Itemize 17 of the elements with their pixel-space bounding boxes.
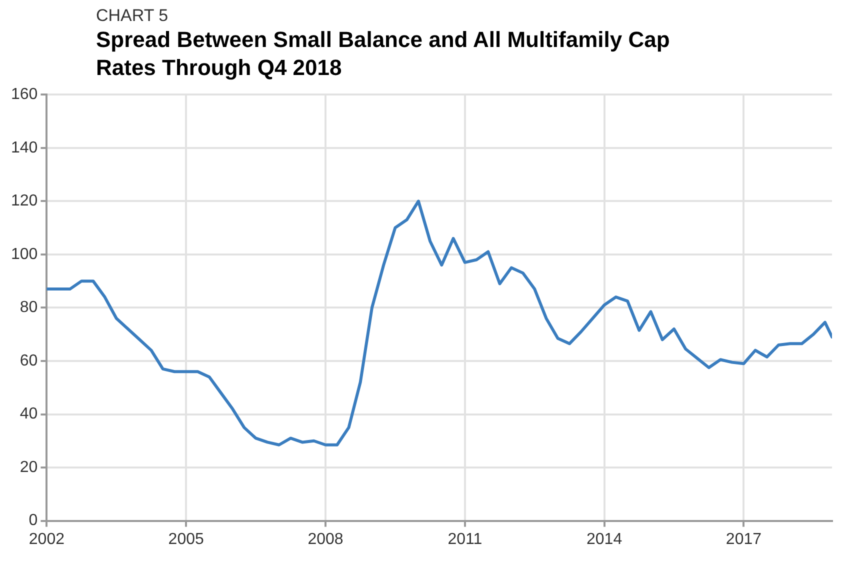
y-tick-label: 100 (10, 246, 38, 263)
x-tick-label: 2008 (308, 530, 344, 548)
y-tick-label: 120 (10, 192, 38, 210)
y-tick-label: 20 (20, 458, 38, 476)
y-tick-label: 0 (28, 512, 38, 530)
y-tick-label: 60 (20, 352, 38, 370)
x-tick-label: 2014 (586, 530, 622, 548)
x-tick-label: 2002 (28, 530, 65, 548)
y-tick-label: 40 (20, 406, 38, 423)
y-tick-label: 160 (10, 86, 38, 104)
y-tick-label: 140 (10, 139, 38, 156)
y-tick-label: 80 (20, 299, 38, 316)
x-tick-label: 2011 (448, 530, 482, 548)
chart-title: Spread Between Small Balance and All Multifamily Cap Rates Through Q4 2018 (96, 26, 671, 82)
x-tick-label: 2017 (726, 530, 762, 548)
chart-subtitle: CHART 5 (96, 6, 170, 26)
x-tick-label: 2005 (168, 530, 204, 548)
